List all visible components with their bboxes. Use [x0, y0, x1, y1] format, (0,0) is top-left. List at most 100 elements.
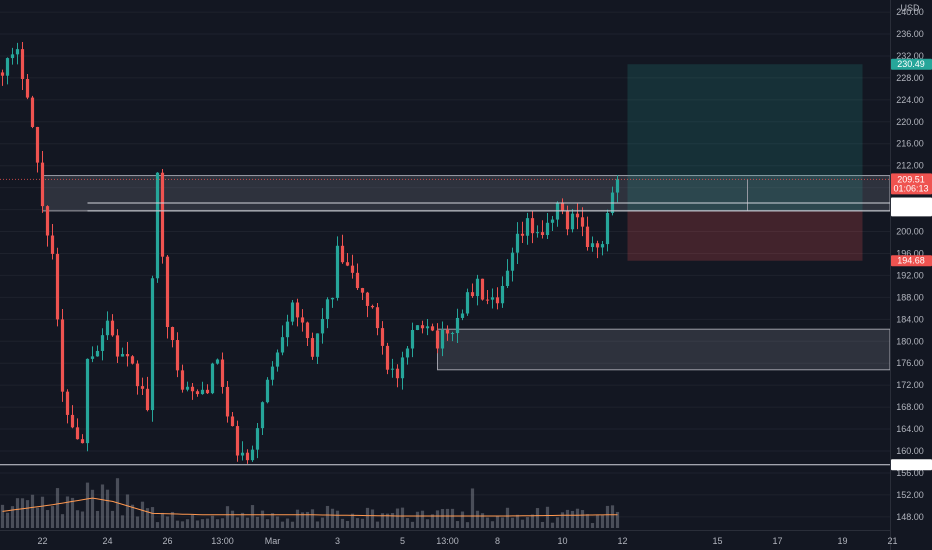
- volume-bar: [335, 510, 340, 528]
- candle-body: [120, 354, 125, 357]
- volume-bar: [370, 509, 375, 528]
- price-tick-label: 188.00: [896, 292, 924, 302]
- candle-body: [35, 126, 40, 163]
- volume-bar: [285, 518, 290, 528]
- volume-bar: [415, 511, 420, 528]
- volume-bar: [70, 497, 75, 528]
- candle-body: [130, 356, 135, 364]
- price-tick-label: 152.00: [896, 490, 924, 500]
- candle-body: [425, 326, 430, 329]
- volume-bar: [560, 512, 565, 528]
- candle-body: [85, 358, 90, 444]
- volume-bar: [500, 517, 505, 528]
- candle-body: [325, 299, 330, 319]
- price-tick-label: 236.00: [896, 29, 924, 39]
- time-tick-label: 10: [557, 536, 567, 546]
- volume-ma-line: [2, 497, 618, 517]
- volume-bar: [555, 517, 560, 528]
- candle-body: [215, 359, 220, 364]
- volume-bar: [520, 519, 525, 528]
- volume-bar: [310, 509, 315, 528]
- candle-body: [575, 213, 580, 218]
- candle-body: [530, 218, 535, 234]
- support-price-badge-text: 157.49: [897, 460, 925, 470]
- volume-bar: [200, 519, 205, 528]
- price-tick-label: 168.00: [896, 402, 924, 412]
- candle-body: [20, 49, 25, 79]
- volume-bar: [430, 514, 435, 528]
- volume-bar: [265, 519, 270, 528]
- candle-body: [450, 333, 455, 335]
- candle-body: [400, 357, 405, 379]
- candle-body: [320, 318, 325, 334]
- volume-bar: [165, 516, 170, 528]
- candle-body: [240, 452, 245, 456]
- stop-price-badge: [891, 255, 932, 267]
- volume-bar: [100, 484, 105, 528]
- candle-body: [295, 302, 300, 318]
- candle-body: [30, 97, 35, 127]
- candle-body: [90, 356, 95, 359]
- volume-bar: [545, 506, 550, 528]
- volume-bar: [85, 482, 90, 528]
- currency-label: USD: [900, 3, 920, 13]
- target-zone: [627, 64, 863, 211]
- time-axis[interactable]: 22 24 26 13:00 Mar 3 5 13:00 8 10 12 15 17 19 21: [37, 536, 897, 546]
- countdown-text: 01:06:13: [893, 183, 928, 193]
- candle-body: [260, 402, 265, 429]
- volume-bar: [305, 511, 310, 528]
- candle-body: [105, 320, 110, 336]
- candle-body: [595, 243, 600, 248]
- volume-bar: [35, 507, 40, 528]
- time-tick-label: 24: [102, 536, 112, 546]
- price-tick-label: 216.00: [896, 139, 924, 149]
- candle-body: [605, 212, 610, 245]
- candle-body: [505, 270, 510, 286]
- price-lines: [0, 178, 890, 466]
- volume-bar: [420, 510, 425, 528]
- candle-body: [560, 202, 565, 211]
- candle-body: [220, 359, 225, 387]
- candle-body: [150, 278, 155, 411]
- candle-body: [165, 256, 170, 328]
- volume-bar: [540, 521, 545, 528]
- candle-body: [290, 302, 295, 322]
- zones: [42, 175, 891, 371]
- time-tick-label: 26: [162, 536, 172, 546]
- candle-body: [0, 72, 5, 76]
- candle-body: [410, 330, 415, 349]
- candle-body: [485, 299, 490, 301]
- candle-body: [245, 452, 250, 461]
- price-tick-label: 228.00: [896, 73, 924, 83]
- position-tool[interactable]: [627, 64, 863, 261]
- time-tick-label: Mar: [265, 536, 281, 546]
- volume-bar: [195, 520, 200, 528]
- time-tick-label: 5: [400, 536, 405, 546]
- price-tick-label: 172.00: [896, 380, 924, 390]
- candle-body: [590, 243, 595, 248]
- volume-bar: [290, 521, 295, 528]
- candle-body: [445, 329, 450, 334]
- candle-body: [510, 252, 515, 271]
- candle-body: [565, 210, 570, 230]
- candle-body: [195, 391, 200, 395]
- candle-body: [185, 386, 190, 390]
- volume-bar: [480, 513, 485, 528]
- candle-body: [570, 213, 575, 230]
- candle-body: [285, 321, 290, 338]
- volume-bar: [425, 519, 430, 528]
- line-price-badge-a-text: 205.20: [897, 198, 925, 208]
- candle-body: [170, 327, 175, 341]
- volume-bar: [160, 512, 165, 528]
- candle-body: [135, 363, 140, 387]
- volume-bar: [505, 507, 510, 528]
- candle-body: [535, 232, 540, 234]
- volume-bar: [350, 513, 355, 528]
- candle-body: [95, 350, 100, 357]
- candle-body: [585, 226, 590, 248]
- candle-body: [540, 232, 545, 236]
- volume-bar: [245, 517, 250, 528]
- candle-body: [370, 305, 375, 308]
- price-tick-label: 232.00: [896, 51, 924, 61]
